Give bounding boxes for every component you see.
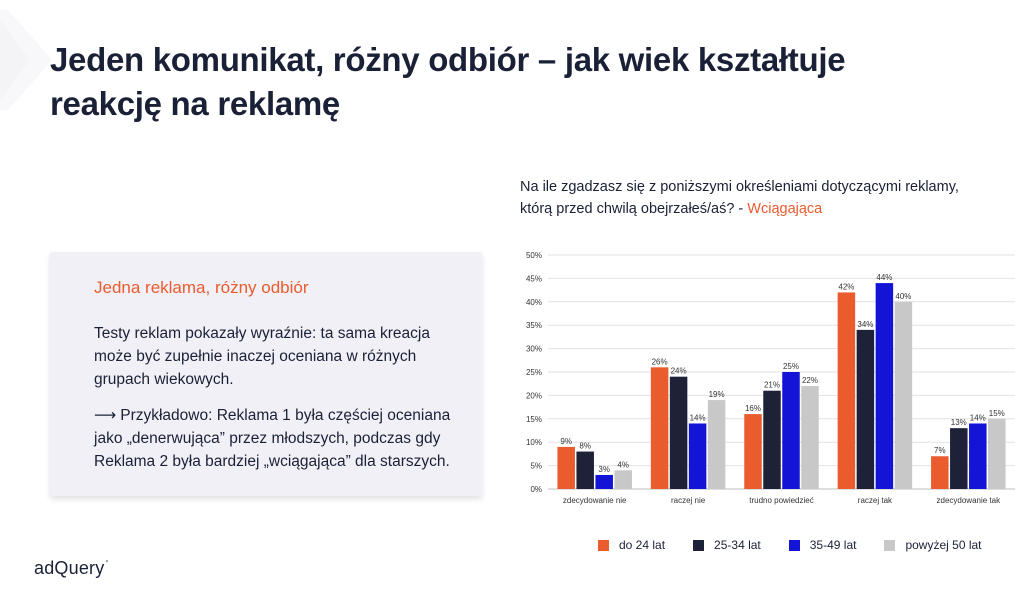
bar-value-label: 14% [970, 413, 986, 422]
legend-item: 25-34 lat [693, 538, 761, 552]
bar [763, 390, 781, 489]
y-tick-label: 40% [526, 298, 542, 307]
bar [650, 367, 669, 489]
card-example-text: Przykładowo: Reklama 1 była częściej oce… [94, 407, 451, 470]
logo-mark: ° [105, 560, 109, 567]
bar-value-label: 21% [764, 381, 780, 390]
bar [950, 428, 968, 489]
bar [931, 456, 949, 489]
bar-value-label: 14% [690, 413, 706, 422]
legend-item: do 24 lat [598, 538, 665, 552]
legend-item: 35-49 lat [788, 538, 857, 552]
bar [707, 400, 726, 489]
legend-swatch [884, 539, 896, 551]
legend-label: 35-49 lat [809, 538, 857, 552]
bar-value-label: 4% [617, 460, 629, 469]
bar-value-label: 19% [709, 390, 725, 399]
legend-label: do 24 lat [619, 538, 666, 552]
legend-swatch [788, 539, 800, 551]
bar-value-label: 13% [951, 418, 967, 427]
page-title: Jeden komunikat, różny odbiór – jak wiek… [50, 41, 846, 122]
y-tick-label: 10% [526, 438, 542, 447]
y-tick-label: 5% [530, 462, 542, 471]
x-category-label: zdecydowanie tak [937, 496, 1002, 505]
bar-value-label: 40% [895, 292, 911, 301]
bar [669, 376, 688, 489]
bar-value-label: 9% [560, 437, 572, 446]
bar [969, 423, 987, 489]
bar-value-label: 34% [857, 320, 873, 329]
legend-label: 25-34 lat [714, 538, 761, 552]
decorative-chevron-shape [0, 10, 52, 110]
card-paragraph-example: ⟶ Przykładowo: Reklama 1 była częściej oc… [94, 404, 464, 473]
bar [688, 423, 707, 489]
bar-chart: 0% 5% 10% 15% 20% 25% 30% 35% 40% 45% 50% 9% 8% 3% 4% z… [526, 251, 1015, 505]
chart-question: Na ile zgadzasz się z poniższymi określe… [520, 176, 990, 220]
y-tick-label: 25% [526, 368, 542, 377]
y-tick-label: 50% [526, 251, 542, 260]
bar-value-label: 25% [783, 362, 799, 371]
y-tick-label: 45% [526, 274, 542, 283]
bar-value-label: 3% [598, 465, 610, 474]
bar-value-label: 16% [745, 404, 761, 413]
bar [557, 446, 575, 489]
bar [856, 329, 875, 489]
question-text: Na ile zgadzasz się z poniższymi określe… [520, 179, 959, 217]
y-tick-label: 35% [526, 321, 542, 330]
bar-value-label: 7% [934, 446, 946, 455]
y-tick-label: 20% [526, 391, 542, 400]
x-category-label: raczej nie [671, 496, 706, 505]
y-tick-label: 30% [526, 345, 542, 354]
bar [595, 474, 613, 489]
y-tick-label: 0% [530, 485, 542, 494]
bar-value-label: 8% [579, 442, 591, 451]
bar [875, 283, 894, 489]
y-tick-label: 15% [526, 415, 542, 424]
bar [801, 386, 819, 489]
bar-value-label: 24% [671, 367, 687, 376]
adquery-logo: adQuery° [34, 558, 108, 579]
bar-value-label: 44% [876, 273, 892, 282]
legend-swatch [598, 539, 609, 551]
x-category-label: raczej tak [858, 496, 893, 505]
bar-value-label: 15% [989, 409, 1005, 418]
bar-value-label: 42% [838, 282, 854, 291]
arrow-right-icon: ⟶ [94, 407, 117, 424]
legend-swatch [693, 539, 705, 551]
bar [782, 372, 800, 489]
chart-legend: do 24 lat 25-34 lat 35-49 lat powyżej 50 la… [598, 538, 982, 552]
bar [988, 418, 1006, 489]
bar [576, 451, 594, 489]
legend-label: powyżej 50 lat [905, 538, 982, 552]
question-highlight: Wciągająca [747, 201, 823, 217]
card-paragraph-intro: Testy reklam pokazały wyraźnie: ta sama … [94, 325, 430, 388]
logo-text: adQuery [34, 558, 105, 578]
legend-item: powyżej 50 lat [884, 538, 982, 552]
x-category-label: trudno powiedzieć [749, 496, 813, 505]
bar-value-label: 26% [652, 357, 668, 366]
bar [614, 470, 632, 489]
x-category-label: zdecydowanie nie [563, 496, 627, 505]
bar [894, 301, 913, 489]
card-heading: Jedna reklama, różny odbiór [94, 278, 309, 297]
bar [837, 292, 856, 489]
info-card: Jedna reklama, różny odbiór Testy reklam… [50, 252, 482, 496]
bar-value-label: 22% [802, 376, 818, 385]
bar [744, 414, 762, 489]
